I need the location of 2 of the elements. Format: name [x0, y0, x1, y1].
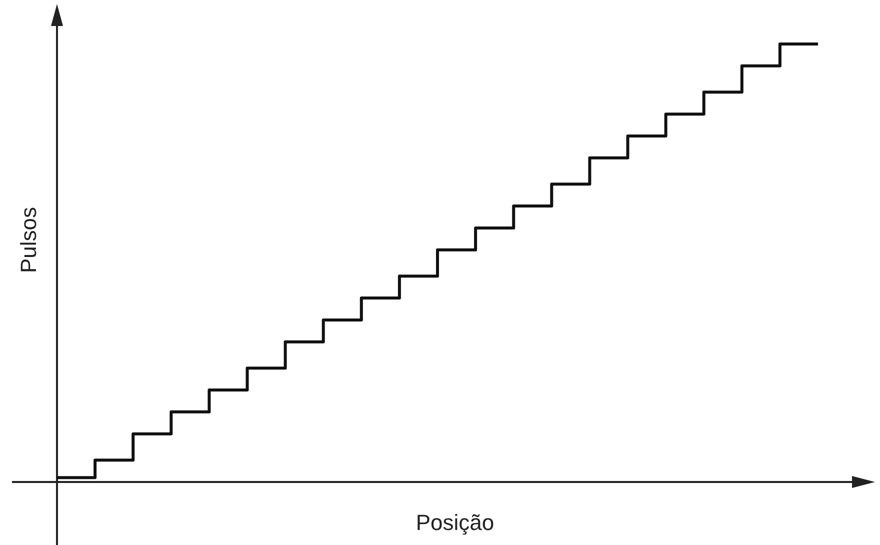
x-axis-title: Posição — [416, 510, 494, 535]
y-axis-title: Pulsos — [16, 206, 41, 274]
